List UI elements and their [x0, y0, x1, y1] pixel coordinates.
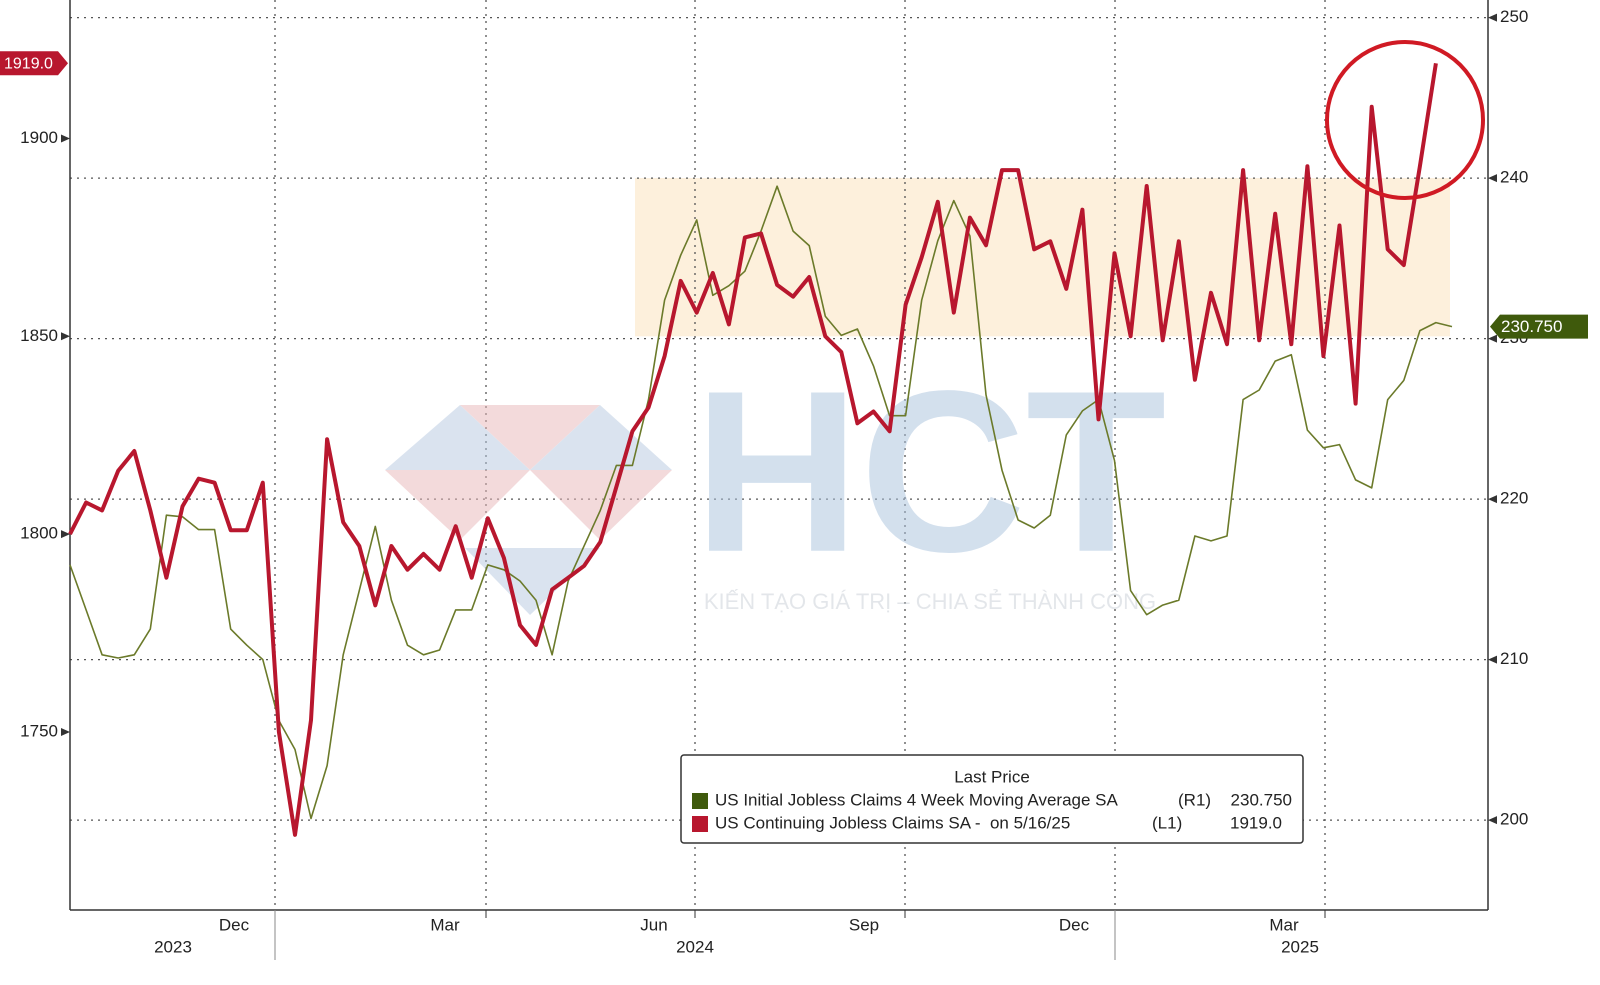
- x-tick-label: Mar: [1269, 915, 1299, 934]
- x-tick-label: Mar: [430, 915, 460, 934]
- legend-axis: (L1): [1152, 813, 1182, 832]
- x-year-label: 2025: [1281, 937, 1319, 956]
- y-tick-label: 1750: [20, 721, 58, 740]
- watermark: HCT KIẾN TẠO GIÁ TRỊ – CHIA SẺ THÀNH CÔN…: [385, 343, 1166, 615]
- watermark-shape: [530, 470, 672, 540]
- legend-box: [680, 754, 1304, 844]
- legend-swatch: [692, 816, 708, 832]
- y2-tick-label: 220: [1500, 489, 1528, 508]
- y-tick-label: 1900: [20, 128, 58, 147]
- x-tick-label: Jun: [640, 915, 667, 934]
- y-tick-mark: [61, 727, 70, 736]
- highlight-circle: [1325, 40, 1485, 200]
- watermark-logo: HCT: [694, 343, 1167, 600]
- last-value-label: 1919.0: [4, 56, 53, 73]
- legend-title: Last Price: [954, 767, 1030, 786]
- series-line: [69, 185, 1453, 820]
- watermark-shape: [465, 548, 600, 615]
- y2-tick-label: 250: [1500, 7, 1528, 26]
- last-value-tag: [1490, 314, 1588, 339]
- watermark-shape: [385, 405, 530, 470]
- y-tick-label: 1850: [20, 326, 58, 345]
- y2-tick-label: 210: [1500, 649, 1528, 668]
- legend-value: 1919.0: [1230, 813, 1282, 832]
- last-value-label: 230.750: [1501, 317, 1562, 336]
- y2-tick-mark: [1488, 334, 1497, 343]
- legend-label: US Initial Jobless Claims 4 Week Moving …: [715, 790, 1118, 809]
- watermark-shape: [460, 405, 600, 470]
- series-line: [68, 62, 1438, 837]
- x-tick-label: Sep: [849, 915, 879, 934]
- x-tick-label: Dec: [219, 915, 250, 934]
- y2-tick-mark: [1488, 174, 1497, 183]
- watermark-shape: [530, 405, 672, 470]
- y2-tick-label: 200: [1500, 810, 1528, 829]
- x-tick-label: Dec: [1059, 915, 1090, 934]
- y2-tick-mark: [1488, 495, 1497, 504]
- y2-tick-mark: [1488, 655, 1497, 664]
- watermark-slogan: KIẾN TẠO GIÁ TRỊ – CHIA SẺ THÀNH CÔNG: [704, 589, 1156, 614]
- legend-value: 230.750: [1231, 790, 1292, 809]
- legend-axis: (R1): [1178, 790, 1211, 809]
- watermark-shape: [385, 470, 530, 540]
- y2-tick-mark: [1488, 816, 1497, 825]
- y-tick-mark: [61, 332, 70, 341]
- y2-tick-mark: [1488, 13, 1497, 22]
- y-tick-mark: [61, 530, 70, 539]
- legend-swatch: [692, 793, 708, 809]
- y-tick-mark: [61, 134, 70, 143]
- y2-tick-label: 240: [1500, 168, 1528, 187]
- legend-label: US Continuing Jobless Claims SA - on 5/1…: [715, 813, 1070, 832]
- x-year-label: 2024: [676, 937, 714, 956]
- last-value-tag: [0, 51, 68, 76]
- y-tick-label: 1800: [20, 524, 58, 543]
- x-year-label: 2023: [154, 937, 192, 956]
- foreground-layer: 2002102202302402501750180018501900DecMar…: [0, 0, 1588, 960]
